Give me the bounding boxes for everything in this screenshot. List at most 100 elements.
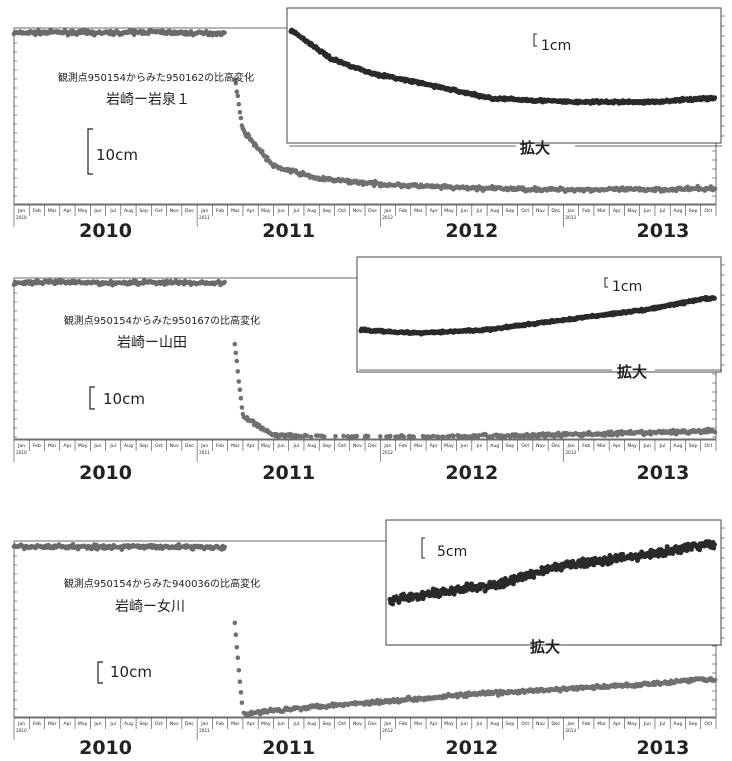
month-tick-label: Oct — [155, 208, 163, 214]
month-tick-label: Aug — [307, 443, 316, 449]
month-tick-label: Mar — [414, 443, 423, 449]
month-tick-label: Dec — [368, 208, 377, 214]
month-tick-label: Jun — [460, 208, 468, 214]
month-tick-label: Aug — [490, 721, 499, 727]
chart-subtitle: 岩崎ー女川 — [115, 598, 185, 615]
data-point — [239, 405, 245, 410]
inset-scale-label: 1cm — [612, 279, 642, 295]
chart-subtitle: 岩崎ー山田 — [117, 335, 187, 351]
month-tick-label: Nov — [536, 208, 545, 214]
data-point — [238, 690, 244, 695]
year-label: 2010 — [79, 462, 132, 484]
month-tick-label: Aug — [307, 208, 316, 214]
series-points — [11, 27, 718, 195]
month-tick-label: Feb — [33, 208, 41, 214]
month-tick-label: Feb — [399, 721, 407, 727]
month-tick-label: Oct — [155, 721, 163, 727]
month-tick-label: Sep — [506, 721, 515, 727]
data-point — [259, 148, 265, 154]
year-tick-label: 2012 — [382, 215, 393, 220]
year-label: 2011 — [262, 220, 315, 242]
month-tick-label: Jun — [460, 443, 468, 449]
data-point — [222, 30, 227, 36]
month-tick-label: Jun — [276, 208, 284, 214]
month-tick-label: Sep — [689, 208, 698, 214]
inset-scale-label: 1cm — [541, 38, 571, 54]
inset-scale-bar — [604, 277, 608, 288]
month-tick-label: Feb — [33, 721, 41, 727]
month-tick-label: Mar — [597, 443, 606, 449]
month-tick-label: Sep — [323, 208, 332, 214]
data-point — [237, 387, 243, 393]
month-tick-label: Nov — [353, 208, 362, 214]
month-tick-label: Jun — [643, 721, 651, 727]
data-point — [441, 434, 446, 440]
month-tick-label: Sep — [689, 721, 698, 727]
month-tick-label: Aug — [124, 721, 133, 727]
month-tick-label: Jul — [109, 721, 116, 727]
month-tick-label: Aug — [307, 721, 316, 727]
month-tick-label: Dec — [551, 208, 560, 214]
inset-data-point — [531, 574, 537, 580]
month-tick-label: Oct — [704, 721, 712, 727]
month-tick-label: Sep — [323, 721, 332, 727]
month-tick-label: Sep — [139, 208, 148, 214]
year-tick-label: 2010 — [16, 728, 27, 733]
month-tick-label: May — [627, 208, 637, 214]
series-points — [11, 277, 718, 440]
month-tick-label: Jun — [643, 208, 651, 214]
month-tick-label: May — [627, 721, 637, 727]
data-point — [235, 655, 241, 660]
month-tick-label: Jul — [109, 208, 116, 214]
month-tick-label: May — [444, 208, 454, 214]
chart-title: 観測点950154からみた940036の比高変化 — [64, 577, 260, 590]
month-tick-label: Feb — [216, 721, 224, 727]
data-point — [308, 434, 314, 440]
month-tick-label: Jun — [93, 443, 101, 449]
month-tick-label: Jul — [476, 721, 483, 727]
month-tick-label: Apr — [430, 208, 438, 214]
year-label: 2013 — [637, 220, 690, 242]
data-point — [354, 433, 360, 439]
month-tick-label: Jul — [476, 208, 483, 214]
month-tick-label: Apr — [430, 721, 438, 727]
month-tick-label: Mar — [48, 721, 57, 727]
inset-data-point — [664, 544, 670, 550]
scale-label: 10cm — [110, 663, 152, 681]
month-tick-label: Apr — [613, 443, 621, 449]
chart-title: 観測点950154からみた950162の比高変化 — [58, 71, 254, 84]
year-tick-label: 2010 — [16, 450, 27, 455]
scale-bar — [97, 661, 103, 684]
month-tick-label: Feb — [399, 443, 407, 449]
data-point — [237, 109, 243, 115]
month-tick-label: Oct — [521, 721, 529, 727]
inset-label: 拡大 — [617, 363, 647, 381]
month-tick-label: Jul — [659, 721, 666, 727]
month-tick-label: Sep — [506, 443, 515, 449]
month-tick-label: Mar — [231, 208, 240, 214]
month-tick-label: Feb — [399, 208, 407, 214]
month-tick-label: Apr — [247, 721, 255, 727]
month-tick-label: Jan — [383, 443, 391, 449]
month-tick-label: Jul — [476, 443, 483, 449]
month-tick-label: Nov — [170, 443, 179, 449]
month-tick-label: May — [261, 721, 271, 727]
inset-data-point — [711, 295, 717, 301]
data-point — [238, 395, 244, 401]
data-point — [388, 433, 393, 439]
month-tick-label: Oct — [338, 443, 346, 449]
data-point — [246, 133, 252, 139]
data-point — [451, 433, 456, 439]
inset-scale-label: 5cm — [437, 544, 467, 560]
month-tick-label: Jul — [109, 443, 116, 449]
scale-bar — [87, 128, 93, 175]
data-point — [365, 433, 371, 439]
year-tick-label: 2010 — [16, 215, 27, 220]
data-point — [234, 645, 240, 650]
month-tick-label: Aug — [673, 721, 682, 727]
month-tick-label: May — [78, 443, 88, 449]
year-label: 2013 — [637, 462, 690, 484]
